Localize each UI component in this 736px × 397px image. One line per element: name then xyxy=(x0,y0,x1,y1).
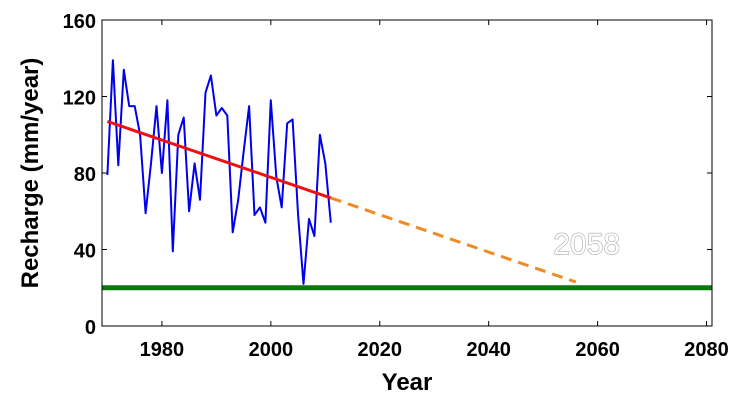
y-axis-title: Recharge (mm/year) xyxy=(17,58,44,289)
x-tick-label-2: 2020 xyxy=(358,339,403,361)
x-tick-label-3: 2040 xyxy=(466,339,511,361)
x-axis-title: Year xyxy=(382,369,433,396)
y-tick-label-1: 40 xyxy=(74,241,96,263)
y-tick-label-4: 160 xyxy=(63,11,96,33)
y-tick-label-2: 80 xyxy=(74,164,96,186)
tick-layer: 1980 2000 2020 2040 2060 2080 0 40 80 120 160 xyxy=(63,11,729,361)
annotation-label-0: 2058 xyxy=(553,228,620,261)
x-tick-label-4: 2060 xyxy=(575,339,620,361)
y-tick-label-0: 0 xyxy=(85,317,96,339)
trend-line xyxy=(106,119,332,200)
x-tick-label-0: 1980 xyxy=(140,339,185,361)
y-tick-label-3: 120 xyxy=(63,88,96,110)
x-tick-label-5: 2080 xyxy=(684,339,729,361)
series-layer xyxy=(102,59,712,291)
x-tick-label-1: 2000 xyxy=(249,339,294,361)
trend-projection-line xyxy=(330,196,577,284)
recharge-series-line xyxy=(106,59,332,285)
annotation-layer: 2058 xyxy=(553,227,621,261)
